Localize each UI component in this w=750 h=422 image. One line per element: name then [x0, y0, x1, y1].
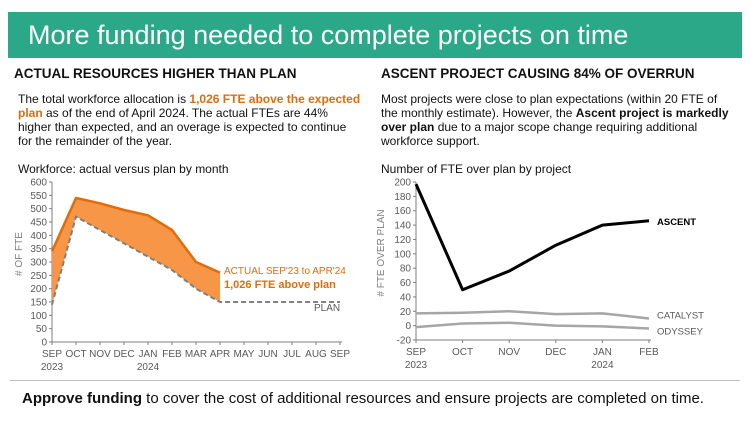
y-tick-label: 80	[400, 264, 412, 275]
x-tick-label: FEB	[162, 349, 182, 360]
left-paragraph: The total workforce allocation is 1,026 …	[18, 92, 363, 148]
page-title: More funding needed to complete projects…	[28, 20, 629, 50]
x-tick-label: DEC	[545, 347, 566, 358]
y-tick-label: 200	[30, 284, 47, 295]
x-tick-label: JAN	[593, 347, 612, 358]
y-tick-label: -20	[397, 336, 412, 347]
y-tick-label: 350	[30, 244, 47, 255]
series-line-ascent	[414, 183, 650, 292]
y-tick-label: 120	[394, 235, 411, 246]
x-tick-label: NOV	[89, 349, 111, 360]
series-label-ascent: ASCENT	[657, 217, 696, 228]
series-label-odyssey: ODYSSEY	[657, 327, 704, 338]
y-tick-label: 40	[400, 292, 412, 303]
y-tick-label: 0	[41, 338, 47, 349]
y-axis-label: # OF FTE	[14, 232, 25, 276]
title-banner: More funding needed to complete projects…	[8, 12, 742, 58]
y-tick-label: 550	[30, 191, 47, 202]
series-line-catalyst	[415, 310, 650, 320]
plan-annotation: PLAN	[314, 303, 340, 314]
right-para-text-1: Most projects were close to plan expecta…	[381, 92, 718, 120]
left-para-highlight: 1,026 FTE above the expected plan	[18, 92, 361, 120]
overage-area	[52, 198, 220, 305]
x-tick-label: SEP	[42, 349, 62, 360]
left-chart-title: Workforce: actual versus plan by month	[18, 162, 229, 176]
series-line-odyssey	[415, 321, 650, 330]
y-tick-label: 500	[30, 204, 47, 215]
right-para-bold: Ascent project is markedly over plan	[381, 106, 729, 134]
left-heading: ACTUAL RESOURCES HIGHER THAN PLAN	[14, 66, 297, 81]
y-tick-label: 300	[30, 258, 47, 269]
x-tick-label: SEP	[406, 347, 426, 358]
left-para-text-2: as of the end of April 2024. The actual …	[18, 106, 347, 148]
x-year-label: 2024	[591, 360, 614, 371]
y-tick-label: 250	[30, 271, 47, 282]
divider	[10, 380, 740, 381]
y-tick-label: 150	[30, 298, 47, 309]
y-tick-label: 100	[394, 249, 411, 260]
y-tick-label: 450	[30, 218, 47, 229]
y-tick-label: 600	[30, 178, 47, 189]
x-tick-label: JUL	[283, 349, 301, 360]
y-tick-label: 160	[394, 206, 411, 217]
call-to-action: Approve funding to cover the cost of add…	[22, 390, 704, 407]
left-para-text-1: The total workforce allocation is	[18, 92, 190, 106]
x-tick-label: SEP	[330, 349, 350, 360]
y-tick-label: 50	[36, 324, 48, 335]
x-tick-label: NOV	[498, 347, 520, 358]
right-chart-title: Number of FTE over plan by project	[381, 162, 572, 176]
x-year-label: 2023	[41, 362, 64, 373]
x-tick-label: DEC	[113, 349, 134, 360]
actual-value-annotation: 1,026 FTE above plan	[224, 279, 336, 291]
actual-line	[50, 196, 221, 274]
x-tick-label: MAY	[234, 349, 255, 360]
series-label-catalyst: CATALYST	[657, 310, 704, 321]
actual-annotation: ACTUAL SEP'23 to APR'24	[224, 266, 346, 277]
x-tick-label: OCT	[452, 347, 473, 358]
y-tick-label: 400	[30, 231, 47, 242]
x-tick-label: OCT	[65, 349, 86, 360]
project-overrun-chart: -20 0 20 40 60 80 100 120 140 160 180 200 SEP OCT NOV D…	[376, 178, 704, 372]
y-axis-label: # FTE OVER PLAN	[376, 209, 387, 296]
x-tick-label: FEB	[639, 347, 659, 358]
x-year-label: 2023	[405, 360, 428, 371]
right-para-text-2: due to a major scope change requiring ad…	[381, 120, 698, 148]
x-tick-label: MAR	[185, 349, 207, 360]
x-tick-label: APR	[210, 349, 231, 360]
y-tick-label: 180	[394, 192, 411, 203]
plan-line	[51, 215, 340, 305]
x-tick-label: JAN	[139, 349, 158, 360]
right-heading: ASCENT PROJECT CAUSING 84% OF OVERRUN	[381, 66, 695, 81]
right-paragraph: Most projects were close to plan expecta…	[381, 92, 731, 148]
cta-text: to cover the cost of additional resource…	[142, 390, 704, 407]
y-tick-label: 60	[400, 278, 412, 289]
y-tick-label: 20	[400, 307, 412, 318]
y-tick-label: 140	[394, 221, 411, 232]
x-year-label: 2024	[137, 362, 160, 373]
y-tick-label: 200	[394, 178, 411, 189]
y-tick-label: 100	[30, 311, 47, 322]
x-tick-label: AUG	[305, 349, 327, 360]
y-tick-label: 0	[405, 321, 411, 332]
x-tick-label: JUN	[258, 349, 277, 360]
cta-bold: Approve funding	[22, 390, 142, 407]
